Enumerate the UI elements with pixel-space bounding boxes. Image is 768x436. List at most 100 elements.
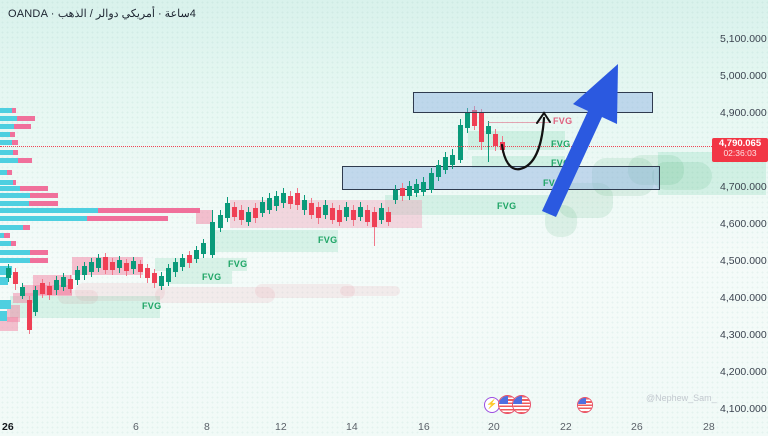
- price-axis-label: 4,400.000: [720, 292, 767, 304]
- time-axis-label: 26: [631, 421, 643, 433]
- candle: [386, 212, 391, 222]
- candle: [309, 203, 314, 215]
- fvg-zone[interactable]: [385, 195, 558, 215]
- volume-profile-sell-bar: [11, 241, 16, 246]
- time-axis[interactable]: 26 6 8 12 14 16 20 22 26 28: [0, 418, 768, 436]
- candle: [210, 222, 215, 255]
- fvg-zone[interactable]: [215, 230, 338, 252]
- candle: [131, 261, 136, 269]
- watermark: @Nephew_Sam_: [646, 393, 717, 403]
- candle: [316, 207, 321, 218]
- candle: [458, 125, 463, 160]
- fvg-level-line: [488, 122, 551, 123]
- fvg-zone[interactable]: [167, 271, 232, 284]
- candle: [407, 186, 412, 196]
- candle: [20, 287, 25, 296]
- candle: [323, 205, 328, 215]
- volume-block: [0, 300, 11, 309]
- price-axis-label: 5,100.000: [720, 33, 767, 45]
- candle: [173, 262, 178, 272]
- time-axis-label: 8: [204, 421, 210, 433]
- volume-profile-buy-bar: [0, 186, 20, 191]
- bar-countdown: 02:36:03: [723, 148, 757, 159]
- volume-profile-sell-bar: [87, 216, 168, 221]
- price-axis-label: 4,300.000: [720, 329, 767, 341]
- candle: [253, 208, 258, 218]
- indicator-cloud-pink: [58, 290, 98, 304]
- time-axis-label: 6: [133, 421, 139, 433]
- candle: [260, 202, 265, 213]
- time-axis-label: 20: [488, 421, 500, 433]
- candle: [75, 270, 80, 280]
- candle: [96, 258, 101, 268]
- fvg-zone[interactable]: [472, 156, 565, 168]
- time-axis-label: 16: [418, 421, 430, 433]
- candle: [302, 200, 307, 210]
- volume-profile-sell-bar: [12, 140, 18, 145]
- candle: [436, 165, 441, 177]
- candle: [414, 184, 419, 193]
- candle: [40, 283, 45, 294]
- candle: [68, 279, 73, 289]
- candle: [246, 212, 251, 222]
- candle: [103, 257, 108, 270]
- fvg-label: FVG: [543, 178, 563, 188]
- flag-canton: [578, 398, 586, 405]
- price-axis-label: 4,100.000: [720, 403, 767, 415]
- candle: [281, 193, 286, 203]
- volume-profile-sell-bar: [30, 193, 58, 198]
- volume-profile-buy-bar: [0, 158, 18, 163]
- fvg-label: FVG: [551, 139, 571, 149]
- volume-profile-sell-bar: [20, 186, 48, 191]
- price-axis-label: 4,600.000: [720, 218, 767, 230]
- volume-profile-buy-bar: [0, 108, 12, 113]
- volume-profile-buy-bar: [0, 250, 30, 255]
- candle: [421, 182, 426, 192]
- candle: [344, 207, 349, 217]
- last-price-value: 4,790.065: [718, 138, 762, 149]
- candle: [117, 260, 122, 268]
- fvg-zone[interactable]: [155, 258, 247, 271]
- volume-profile-buy-bar: [0, 124, 14, 129]
- time-axis-label: 12: [275, 421, 287, 433]
- price-axis-label: 4,700.000: [720, 181, 767, 193]
- time-axis-label: 14: [346, 421, 358, 433]
- candle: [450, 155, 455, 165]
- candle: [89, 262, 94, 272]
- volume-profile-buy-bar: [0, 216, 87, 221]
- economic-event-flag-icon[interactable]: [512, 395, 531, 414]
- symbol-title[interactable]: OANDA · بهذلا / رلاود يكيرمأ · ةعاس4: [8, 8, 196, 20]
- volume-profile-buy-bar: [0, 150, 13, 155]
- flag-canton: [513, 396, 523, 404]
- plot-area[interactable]: FVG FVG FVG FVG FVG FVG FVG FVG FVG: [0, 0, 766, 418]
- candle: [6, 268, 11, 278]
- order-block-zone[interactable]: [7, 305, 20, 322]
- candle: [225, 203, 230, 218]
- order-block-zone[interactable]: [196, 210, 213, 224]
- volume-profile-sell-bar: [7, 170, 12, 175]
- volume-profile-sell-bar: [30, 258, 48, 263]
- economic-event-flag-icon[interactable]: [577, 397, 593, 413]
- candle: [152, 273, 157, 283]
- order-block-zone[interactable]: [13, 293, 33, 303]
- volume-profile-buy-bar: [0, 170, 7, 175]
- candle: [465, 113, 470, 128]
- candle: [372, 212, 377, 227]
- fvg-label: FVG: [551, 158, 571, 168]
- pullback-curve-arrowhead: [536, 111, 551, 124]
- candle: [27, 300, 32, 330]
- fvg-zone[interactable]: [10, 296, 160, 318]
- candle: [267, 198, 272, 210]
- volume-block: [0, 277, 8, 285]
- fvg-label: FVG: [202, 272, 222, 282]
- pullback-curve-arrow[interactable]: [500, 116, 546, 171]
- fvg-label: FVG: [228, 259, 248, 269]
- bullish-trend-arrow[interactable]: [542, 64, 618, 217]
- candle: [232, 207, 237, 217]
- volume-profile-buy-bar: [0, 132, 10, 137]
- indicator-cloud-green: [628, 155, 684, 185]
- volume-profile-sell-bar: [10, 132, 15, 137]
- candle: [400, 188, 405, 196]
